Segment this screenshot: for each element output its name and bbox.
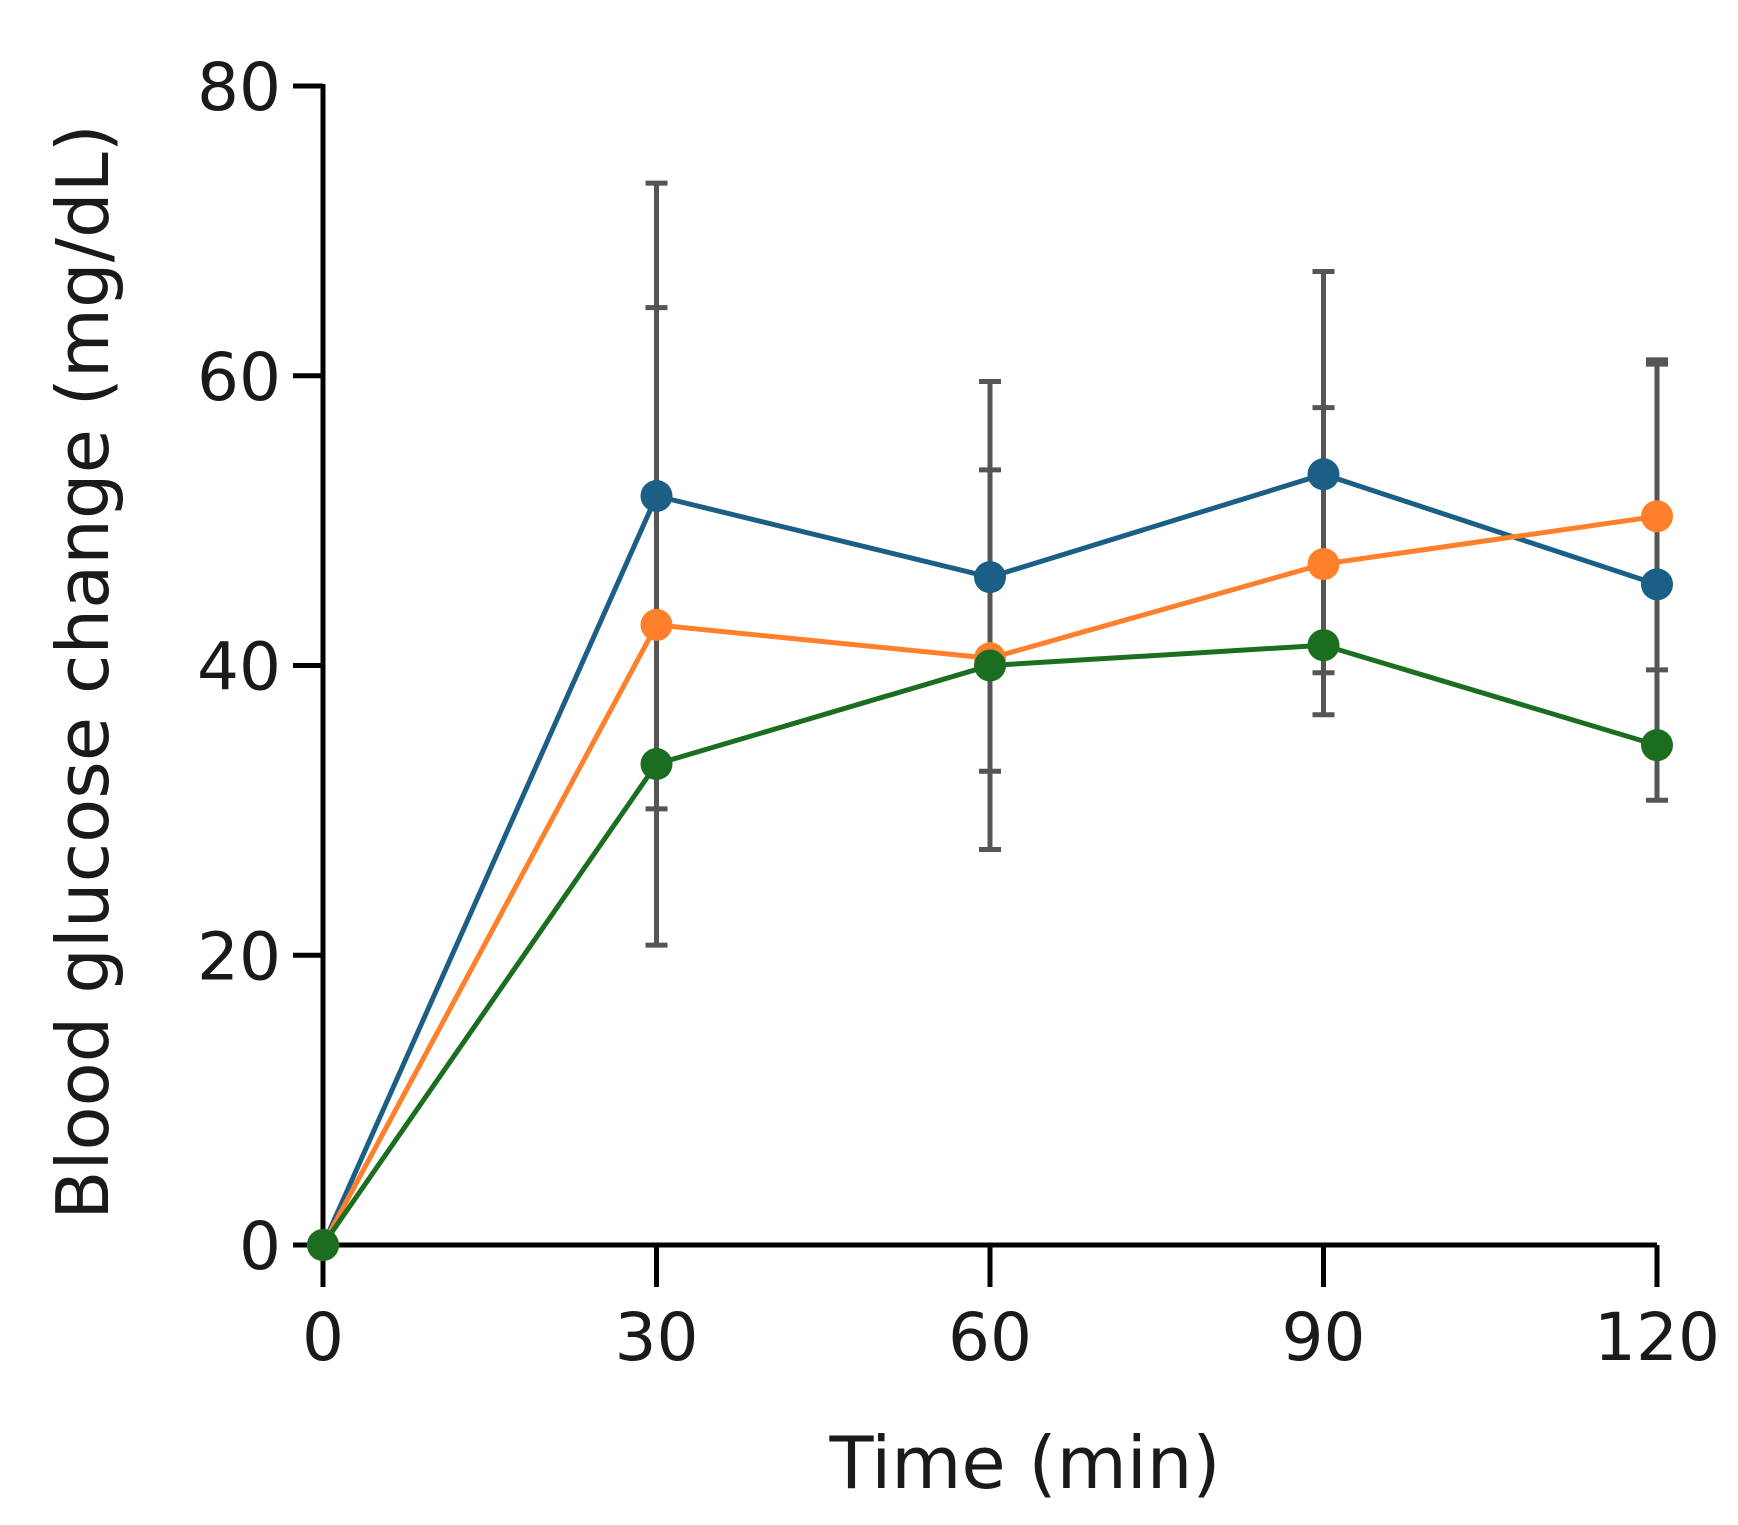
- y-tick-label: 40: [197, 629, 281, 706]
- data-point-orange: [640, 608, 673, 641]
- data-point-blue: [1641, 568, 1673, 601]
- y-tick-label: 20: [197, 918, 281, 995]
- x-axis-title: Time (min): [828, 1421, 1220, 1505]
- x-tick-label: 0: [302, 1299, 344, 1376]
- x-tick-label: 90: [1282, 1299, 1366, 1376]
- y-tick-label: 60: [197, 339, 281, 416]
- data-point-blue: [640, 479, 673, 512]
- y-axis-title: Blood glucose change (mg/dL): [41, 124, 125, 1220]
- series-points: [307, 458, 1673, 1261]
- data-point-green: [1307, 629, 1340, 662]
- data-point-blue: [1307, 458, 1340, 491]
- x-tick-label: 120: [1594, 1299, 1720, 1376]
- x-ticks: 0 30 60 90 120: [302, 1245, 1720, 1376]
- data-point-green: [974, 649, 1006, 682]
- y-ticks: 0 20 40 60 80: [197, 49, 323, 1285]
- x-tick-label: 30: [615, 1299, 699, 1376]
- x-tick-label: 60: [948, 1299, 1032, 1376]
- y-tick-label: 80: [197, 49, 281, 126]
- error-bars: [645, 180, 1668, 948]
- data-point-orange: [1307, 548, 1340, 581]
- data-point-green: [307, 1229, 339, 1261]
- data-point-blue: [974, 561, 1006, 594]
- y-tick-label: 0: [239, 1208, 281, 1285]
- data-point-orange: [1641, 500, 1673, 533]
- data-point-green: [1641, 729, 1673, 762]
- data-point-green: [640, 748, 673, 781]
